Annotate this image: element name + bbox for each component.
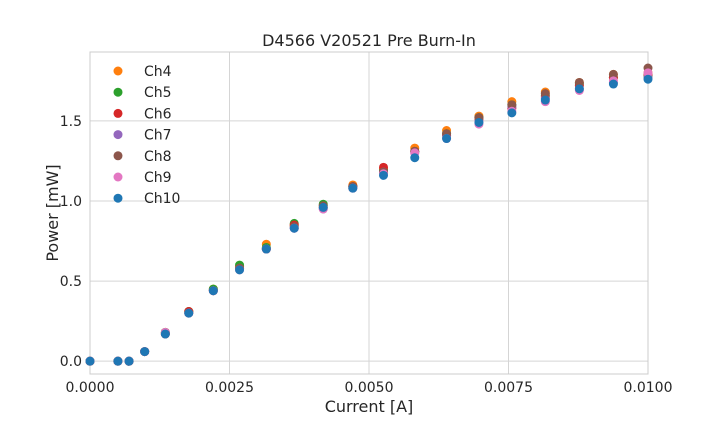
data-point bbox=[442, 134, 452, 144]
data-point bbox=[507, 108, 517, 118]
legend-item-ch6: Ch6 bbox=[113, 106, 172, 122]
x-tick-label: 0.0100 bbox=[624, 380, 673, 396]
data-point bbox=[540, 95, 550, 105]
x-tick-label: 0.0075 bbox=[484, 380, 533, 396]
legend-item-ch10: Ch10 bbox=[113, 191, 180, 207]
legend-marker bbox=[113, 66, 123, 76]
legend-marker bbox=[113, 108, 123, 118]
data-point bbox=[608, 69, 618, 79]
data-point bbox=[318, 202, 328, 212]
data-point bbox=[410, 153, 420, 163]
data-point bbox=[289, 223, 299, 233]
legend-item-ch9: Ch9 bbox=[113, 170, 172, 186]
x-axis-label: Current [A] bbox=[325, 397, 414, 416]
legend-marker bbox=[113, 151, 123, 161]
legend-item-ch7: Ch7 bbox=[113, 128, 172, 144]
data-point bbox=[184, 308, 194, 318]
data-point bbox=[507, 100, 517, 110]
legend-marker bbox=[113, 193, 123, 203]
legend-marker bbox=[113, 130, 123, 140]
data-points bbox=[85, 63, 653, 366]
data-point bbox=[235, 265, 245, 275]
data-point bbox=[124, 356, 134, 366]
data-point bbox=[540, 89, 550, 99]
data-point bbox=[574, 77, 584, 87]
data-point bbox=[208, 286, 218, 296]
legend-item-ch8: Ch8 bbox=[113, 149, 172, 165]
series-ch10 bbox=[85, 74, 653, 366]
y-tick-labels: 0.0 0.5 1.0 1.5 bbox=[60, 114, 82, 370]
grid-lines bbox=[89, 52, 649, 374]
data-point bbox=[140, 347, 150, 357]
y-tick-label: 1.0 bbox=[60, 194, 82, 210]
legend-label: Ch7 bbox=[144, 128, 172, 144]
legend-marker bbox=[113, 172, 123, 182]
data-point bbox=[261, 244, 271, 254]
data-point bbox=[348, 183, 358, 193]
legend-item-ch4: Ch4 bbox=[113, 64, 172, 80]
legend-item-ch5: Ch5 bbox=[113, 85, 172, 101]
data-point bbox=[574, 84, 584, 94]
x-tick-labels: 0.0000 0.0025 0.0050 0.0075 0.0100 bbox=[66, 380, 673, 396]
legend-label: Ch10 bbox=[144, 191, 180, 207]
data-point bbox=[379, 170, 389, 180]
x-tick-label: 0.0000 bbox=[66, 380, 115, 396]
data-point bbox=[113, 356, 123, 366]
data-point bbox=[608, 79, 618, 89]
y-tick-label: 1.5 bbox=[60, 114, 82, 130]
legend-label: Ch5 bbox=[144, 85, 172, 101]
legend-label: Ch9 bbox=[144, 170, 172, 186]
data-point bbox=[474, 117, 484, 127]
x-tick-label: 0.0025 bbox=[205, 380, 254, 396]
y-tick-label: 0.5 bbox=[60, 274, 82, 290]
y-axis-label: Power [mW] bbox=[43, 164, 62, 261]
data-point bbox=[643, 68, 653, 78]
chart-title: D4566 V20521 Pre Burn-In bbox=[262, 31, 476, 50]
y-tick-label: 0.0 bbox=[60, 354, 82, 370]
plot-frame bbox=[89, 51, 649, 375]
data-point bbox=[85, 356, 95, 366]
legend: Ch4 Ch5 Ch6 Ch7 Ch8 Ch9 Ch10 bbox=[113, 64, 180, 207]
legend-marker bbox=[113, 87, 123, 97]
data-point bbox=[160, 329, 170, 339]
legend-label: Ch8 bbox=[144, 149, 172, 165]
x-tick-label: 0.0050 bbox=[345, 380, 394, 396]
legend-label: Ch4 bbox=[144, 64, 172, 80]
data-point bbox=[643, 74, 653, 84]
legend-label: Ch6 bbox=[144, 106, 172, 122]
